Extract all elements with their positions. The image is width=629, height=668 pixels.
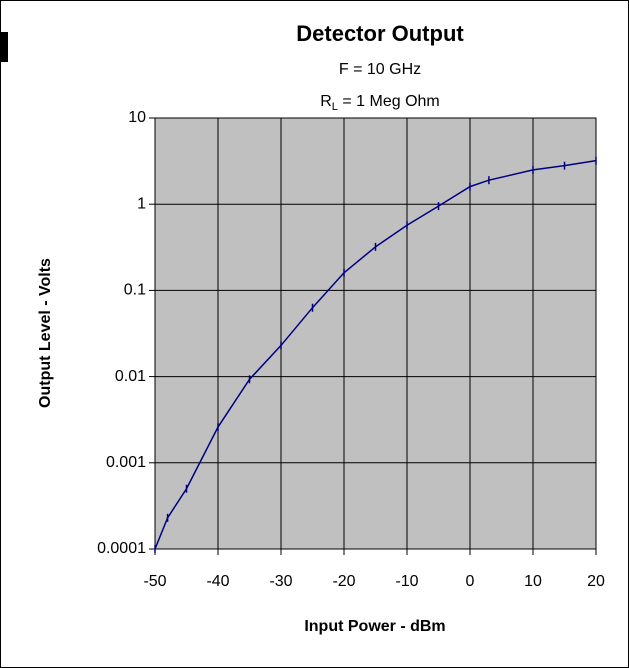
y-tick-label: 1	[137, 195, 146, 212]
y-tick-label: 0.01	[115, 368, 146, 385]
y-axis-label: Output Level - Volts	[37, 258, 54, 408]
plot-area	[154, 117, 597, 550]
x-tick-label: -10	[395, 573, 418, 590]
x-tick-label: 0	[466, 573, 475, 590]
x-tick-label: 20	[587, 573, 605, 590]
x-tick-label: -20	[332, 573, 355, 590]
x-tick-label: 10	[524, 573, 542, 590]
x-tick-label: -40	[206, 573, 229, 590]
x-tick-label: -50	[143, 573, 166, 590]
load-annotation: RL = 1 Meg Ohm	[320, 93, 440, 113]
y-tick-label: 0.0001	[97, 540, 146, 557]
load-symbol: R	[320, 93, 332, 110]
load-text: = 1 Meg Ohm	[338, 93, 440, 110]
x-tick-label: -30	[269, 573, 292, 590]
x-axis-label: Input Power - dBm	[304, 618, 445, 635]
y-tick-label: 10	[128, 109, 146, 126]
load-subscript: L	[332, 101, 338, 113]
y-tick-label: 0.001	[106, 454, 146, 471]
chart-subtitle: F = 10 GHz	[339, 61, 421, 78]
edge-marker	[0, 32, 8, 62]
chart-title: Detector Output	[296, 21, 464, 46]
data-line	[154, 159, 597, 550]
y-tick-label: 0.1	[124, 282, 146, 299]
